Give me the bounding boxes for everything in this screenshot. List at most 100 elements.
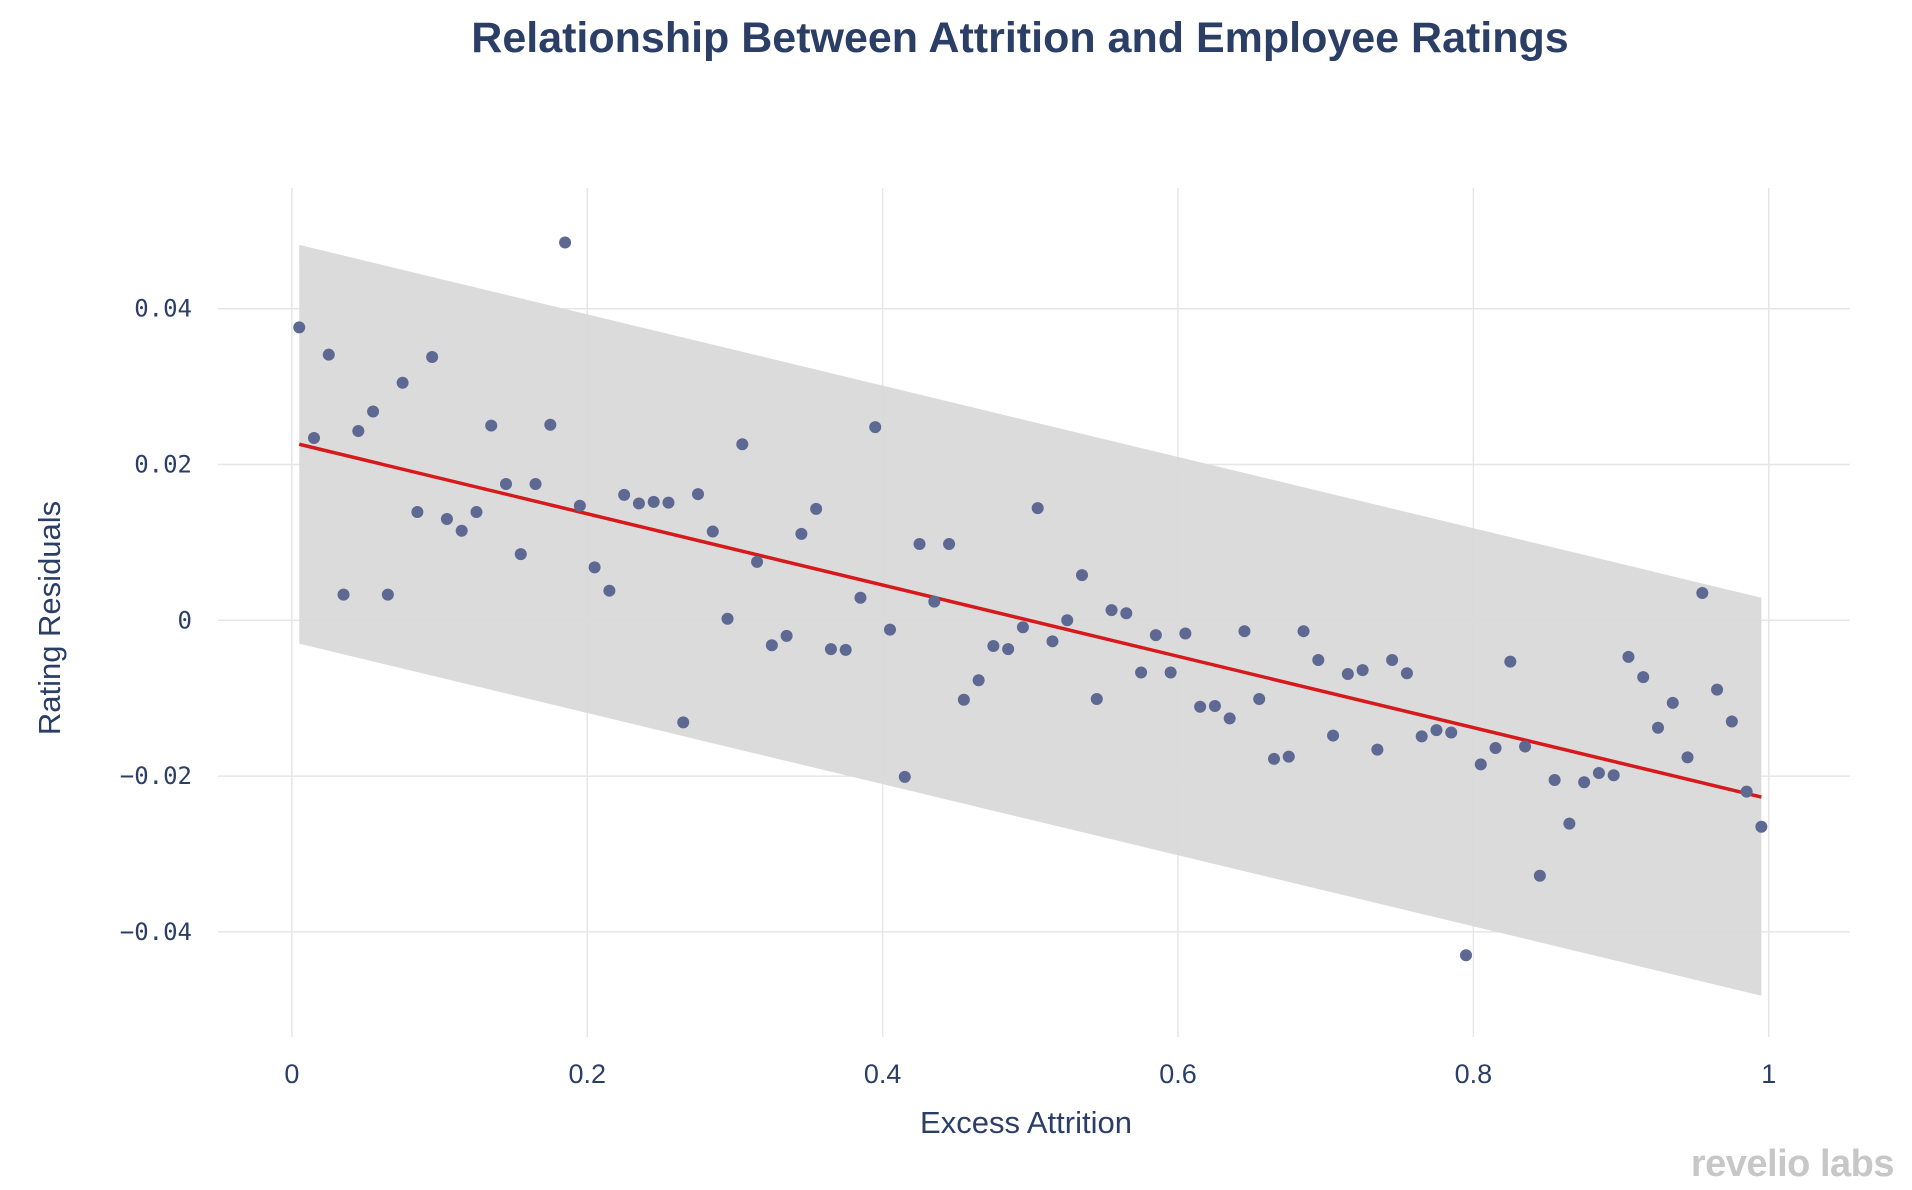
data-point [647, 495, 660, 508]
data-point [1652, 721, 1664, 734]
data-point [1755, 820, 1768, 833]
data-point [1622, 650, 1635, 663]
data-point [869, 421, 882, 434]
data-point [1445, 726, 1458, 739]
data-point [1356, 664, 1369, 677]
data-point [559, 236, 572, 249]
data-point [1578, 776, 1591, 789]
data-point [455, 524, 468, 537]
data-point [1253, 692, 1266, 705]
y-tick-label: 0.02 [134, 451, 192, 479]
data-point [1164, 666, 1177, 679]
data-point [1327, 729, 1340, 742]
data-point [1371, 743, 1384, 756]
data-point [1430, 724, 1443, 737]
data-point [1415, 730, 1428, 743]
revelio-labs-logo: revelio labs [1691, 1143, 1895, 1186]
x-tick-label: 0.4 [864, 1059, 902, 1089]
data-point [1016, 621, 1029, 634]
data-point [1460, 949, 1472, 962]
data-point [1681, 751, 1694, 764]
data-point [1696, 587, 1709, 600]
data-point [470, 506, 483, 519]
x-tick-label: 0.2 [568, 1059, 606, 1089]
x-tick-label: 0.8 [1455, 1059, 1493, 1089]
data-point [1031, 502, 1044, 515]
data-point [736, 438, 749, 451]
data-point [1592, 766, 1605, 779]
data-point [810, 502, 823, 515]
data-point [765, 639, 778, 652]
chart-title: Relationship Between Attrition and Emplo… [471, 14, 1569, 62]
data-point [1519, 740, 1532, 753]
data-point [500, 477, 512, 490]
data-point [1548, 773, 1561, 786]
x-tick-label: 0 [284, 1059, 299, 1089]
data-point [692, 488, 704, 501]
x-axis-label: Excess Attrition [920, 1105, 1132, 1140]
data-point [1105, 604, 1118, 617]
data-point [514, 548, 527, 561]
data-point [603, 584, 616, 597]
data-point [632, 497, 645, 510]
data-point [795, 527, 808, 540]
data-point [1563, 817, 1576, 830]
data-point [721, 612, 734, 625]
data-points [293, 236, 1768, 962]
data-point [1061, 614, 1074, 627]
y-tick-label: 0.04 [134, 295, 192, 323]
data-point [1090, 692, 1103, 705]
data-point [1297, 625, 1310, 638]
data-point [1268, 752, 1280, 765]
fit-line-group [298, 442, 1762, 799]
data-point [1711, 683, 1724, 696]
data-point [426, 351, 439, 364]
data-point [1238, 625, 1251, 638]
data-point [322, 348, 335, 361]
data-point [972, 674, 985, 687]
data-point [1489, 742, 1502, 755]
data-point [706, 525, 719, 538]
axis-ticks: 0 0.2 0.4 0.6 0.8 1 −0.04 −0.02 0 0.02 0.04 [120, 295, 1777, 1089]
y-tick-label: −0.02 [120, 762, 192, 790]
data-point [352, 425, 365, 438]
data-point [1400, 667, 1413, 680]
data-point [544, 418, 557, 431]
x-tick-label: 0.6 [1159, 1059, 1197, 1089]
data-point [898, 770, 911, 783]
data-point [662, 496, 675, 509]
data-point [1607, 769, 1620, 782]
data-point [884, 623, 896, 636]
data-point [1386, 654, 1399, 667]
data-point [367, 405, 380, 418]
data-point [943, 537, 956, 550]
data-point [913, 537, 926, 550]
data-point [1666, 696, 1679, 709]
data-point [337, 588, 350, 601]
data-point [1637, 671, 1650, 684]
data-point [293, 321, 306, 334]
regression-line [298, 442, 1762, 799]
data-point [957, 693, 970, 706]
data-point [987, 639, 1000, 652]
data-point [573, 499, 586, 512]
data-point [1725, 715, 1738, 728]
data-point [1076, 569, 1088, 582]
data-point [411, 506, 424, 519]
data-point [1740, 785, 1753, 798]
data-point [381, 588, 394, 601]
data-point [308, 432, 320, 445]
data-point [529, 477, 542, 490]
data-point [1149, 629, 1162, 642]
data-point [1179, 627, 1192, 640]
data-point [854, 591, 867, 604]
data-point [1194, 700, 1207, 713]
data-point [440, 513, 453, 526]
data-point [1341, 668, 1354, 681]
data-point [751, 555, 764, 568]
data-point [1533, 869, 1546, 882]
data-point [677, 716, 690, 729]
data-point [839, 643, 852, 656]
data-point [780, 629, 793, 642]
